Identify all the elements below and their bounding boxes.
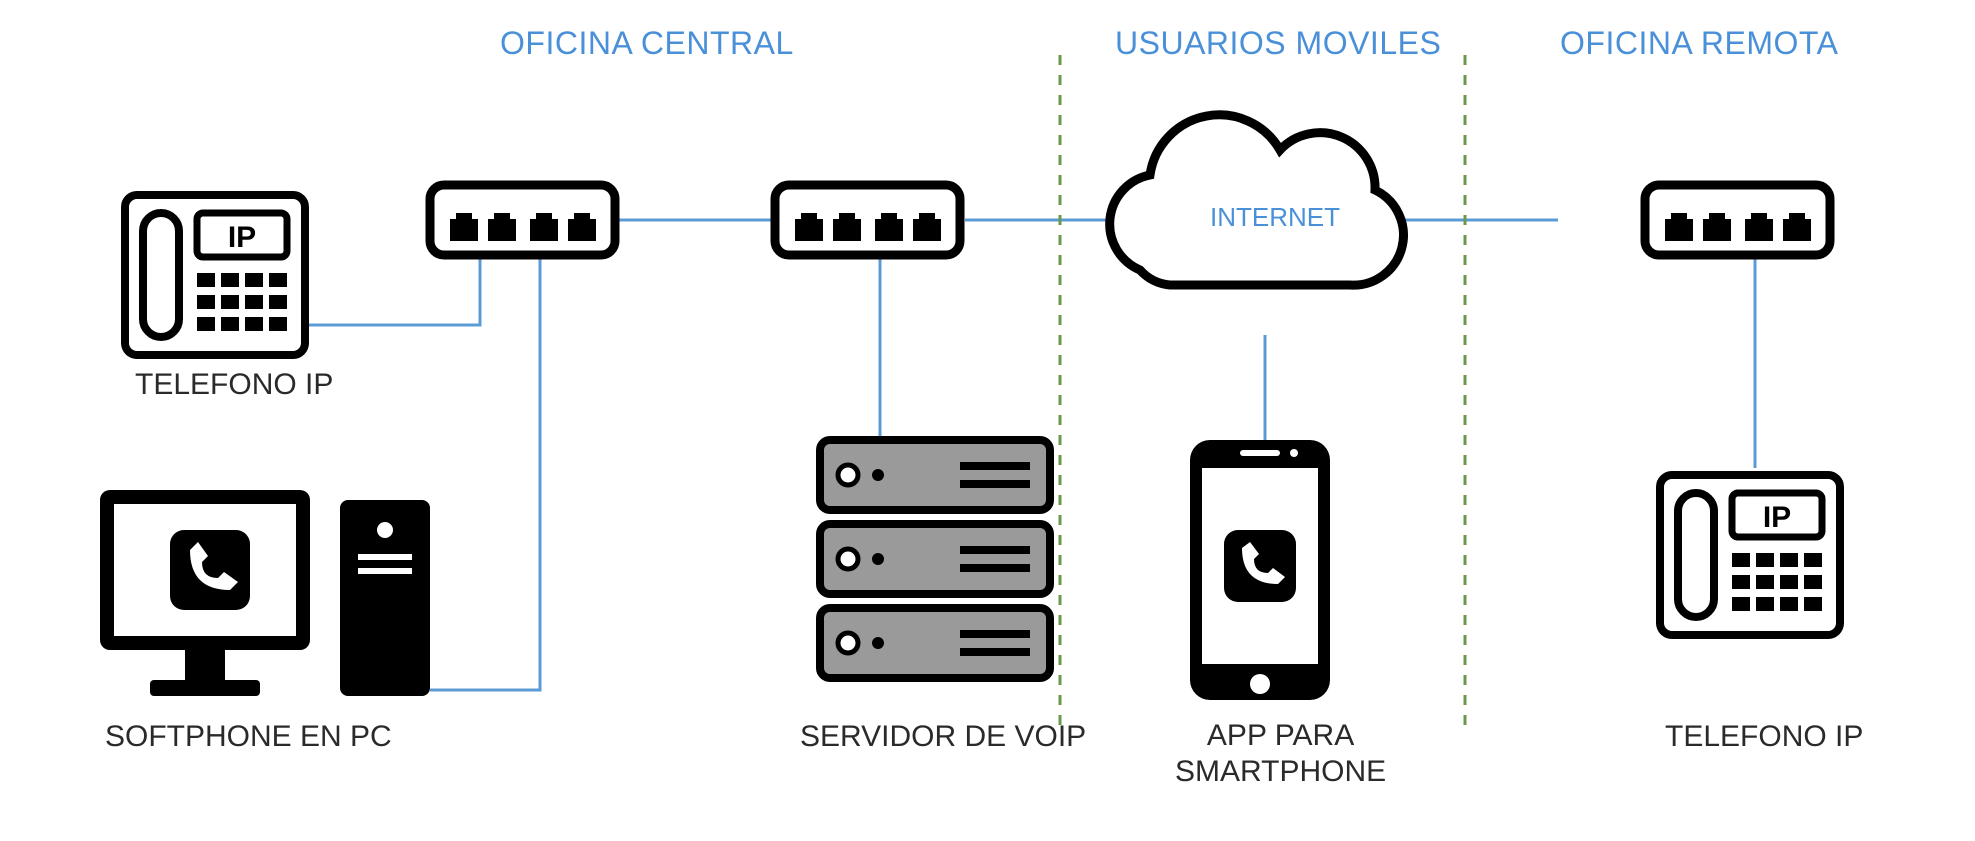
label-smartphone: APP PARASMARTPHONE <box>1175 718 1386 790</box>
internet-cloud-icon <box>1110 115 1404 285</box>
ip-phone-right-icon: IP <box>1660 475 1840 635</box>
ip-phone-left-icon: IP <box>125 195 305 355</box>
label-server: SERVIDOR DE VOIP <box>800 720 1086 754</box>
label-internet: INTERNET <box>1210 202 1340 233</box>
label-ip-phone-right: TELEFONO IP <box>1665 720 1863 754</box>
ip-badge-text: IP <box>1763 501 1791 534</box>
section-title-mobile: USUARIOS MOVILES <box>1115 25 1441 62</box>
ip-badge-text: IP <box>228 221 256 254</box>
smartphone-icon <box>1190 440 1330 700</box>
switch-left-icon <box>430 185 615 255</box>
section-title-remote: OFICINA REMOTA <box>1560 25 1838 62</box>
voip-server-icon <box>820 440 1050 678</box>
network-diagram: IP <box>0 0 1975 841</box>
section-title-central: OFICINA CENTRAL <box>500 25 794 62</box>
label-ip-phone-left: TELEFONO IP <box>135 368 333 402</box>
switch-remote-icon <box>1645 185 1830 255</box>
connection-line <box>430 258 540 690</box>
connection-line <box>305 258 480 325</box>
label-softphone: SOFTPHONE EN PC <box>105 720 392 754</box>
softphone-pc-icon <box>100 490 430 696</box>
switch-center-icon <box>775 185 960 255</box>
